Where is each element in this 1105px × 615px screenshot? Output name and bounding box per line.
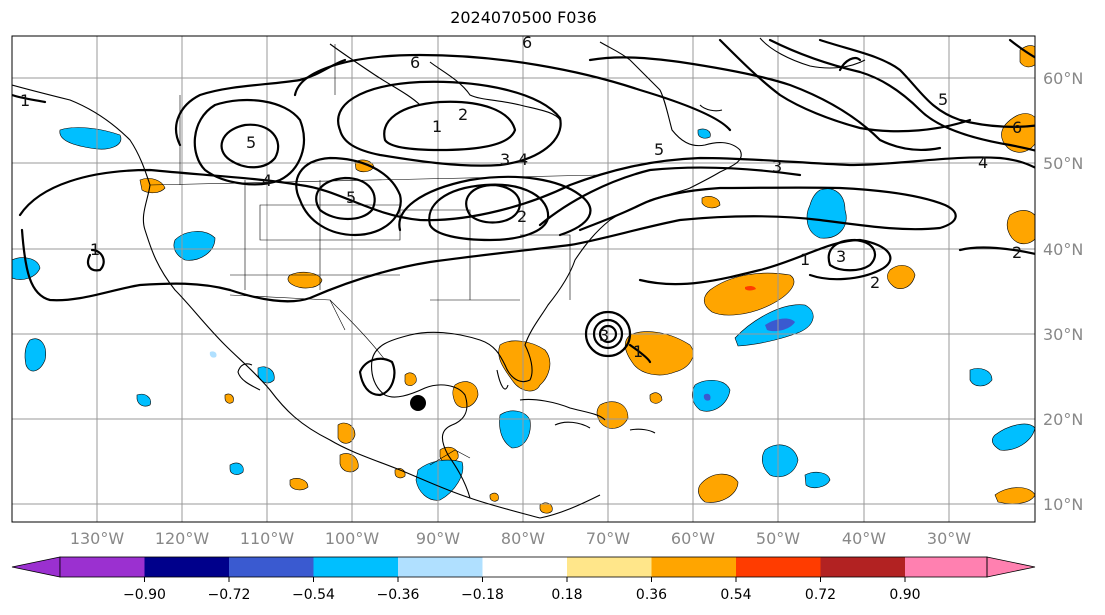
contour-label: 1 [20, 91, 30, 110]
lon-label-110w: 110°W [240, 529, 295, 548]
colorbar-segment-3 [313, 557, 398, 577]
lat-label-20n: 20°N [1043, 410, 1083, 429]
map-title: 2024070500 F036 [450, 8, 597, 27]
contour-label: 2 [458, 105, 468, 124]
lat-label-50n: 50°N [1043, 154, 1083, 173]
lon-label-50w: 50°W [756, 529, 800, 548]
anomaly-shading [12, 45, 1035, 514]
colorbar-segment-10 [905, 557, 987, 577]
lat-label-30n: 30°N [1043, 325, 1083, 344]
contour-label: 5 [346, 188, 356, 207]
colorbar-tick-label: 0.72 [805, 587, 836, 603]
contour-label: 3 [836, 247, 846, 266]
lat-label-10n: 10°N [1043, 495, 1083, 514]
colorbar-ticks [144, 577, 906, 582]
colorbar: −0.90 −0.72 −0.54 −0.36 −0.18 0.18 0.36 … [11, 556, 1036, 603]
colorbar-tick-label: 0.54 [720, 587, 751, 603]
colorbar-segment-0 [60, 557, 145, 577]
contour-label: 6 [522, 33, 532, 52]
contour-label: 2 [517, 207, 527, 226]
storm-center-dot [410, 395, 426, 411]
contour-label: 4 [262, 171, 272, 190]
colorbar-segment-2 [229, 557, 314, 577]
colorbar-segment-6 [567, 557, 652, 577]
colorbar-segment-5 [482, 557, 567, 577]
contour-label: 1 [633, 342, 643, 361]
lon-label-120w: 120°W [155, 529, 210, 548]
contour-label: 5 [654, 140, 664, 159]
colorbar-tick-label: −0.36 [377, 587, 420, 603]
contour-label: 6 [410, 53, 420, 72]
colorbar-tick-label: 0.36 [636, 587, 667, 603]
colorbar-tick-label: −0.90 [123, 587, 166, 603]
colorbar-tick-label: 0.18 [551, 587, 582, 603]
contour-label: 6 [1012, 118, 1022, 137]
lon-label-40w: 40°W [842, 529, 886, 548]
contour-label: 5 [938, 90, 948, 109]
colorbar-extend-low [11, 556, 61, 578]
lon-label-130w: 130°W [70, 529, 125, 548]
colorbar-tick-label: 0.90 [889, 587, 920, 603]
colorbar-segment-1 [144, 557, 229, 577]
height-contours [12, 38, 1035, 397]
colorbar-outline [59, 556, 988, 578]
contour-label: 5 [246, 133, 256, 152]
colorbar-tick-label: −0.72 [208, 587, 251, 603]
colorbar-tick-label: −0.54 [292, 587, 335, 603]
contour-label: 1 [800, 250, 810, 269]
colorbar-segment-4 [398, 557, 483, 577]
colorbar-segment-7 [651, 557, 736, 577]
colorbar-segment-8 [736, 557, 821, 577]
contour-label: 1 [90, 240, 100, 259]
latitude-labels: 60°N 50°N 40°N 30°N 20°N 10°N [1043, 69, 1083, 514]
contour-label: 2 [870, 273, 880, 292]
contour-label: 4 [978, 153, 988, 172]
lon-label-30w: 30°W [927, 529, 971, 548]
contour-label: 2 [1012, 243, 1022, 262]
lat-label-40n: 40°N [1043, 240, 1083, 259]
contour-label: 4 [518, 150, 528, 169]
lon-label-60w: 60°W [671, 529, 715, 548]
contour-label: 3 [772, 157, 782, 176]
longitude-labels: 130°W 120°W 110°W 100°W 90°W 80°W 70°W 6… [70, 529, 971, 548]
contour-label-group: 1 1 1 1 1 2 2 2 2 3 3 3 3 4 4 4 5 5 5 5 … [20, 33, 1022, 361]
colorbar-segment-9 [820, 557, 905, 577]
lon-label-100w: 100°W [325, 529, 380, 548]
lon-label-90w: 90°W [416, 529, 460, 548]
map-frame [11, 35, 1036, 523]
contour-label: 3 [599, 326, 609, 345]
lat-lon-grid [12, 36, 1035, 522]
colorbar-tick-label: −0.18 [461, 587, 504, 603]
lon-label-70w: 70°W [586, 529, 630, 548]
coastlines [12, 37, 866, 519]
contour-label: 3 [500, 150, 510, 169]
lat-label-60n: 60°N [1043, 69, 1083, 88]
contour-label: 1 [432, 117, 442, 136]
lon-label-80w: 80°W [501, 529, 545, 548]
colorbar-extend-high [986, 556, 1036, 578]
